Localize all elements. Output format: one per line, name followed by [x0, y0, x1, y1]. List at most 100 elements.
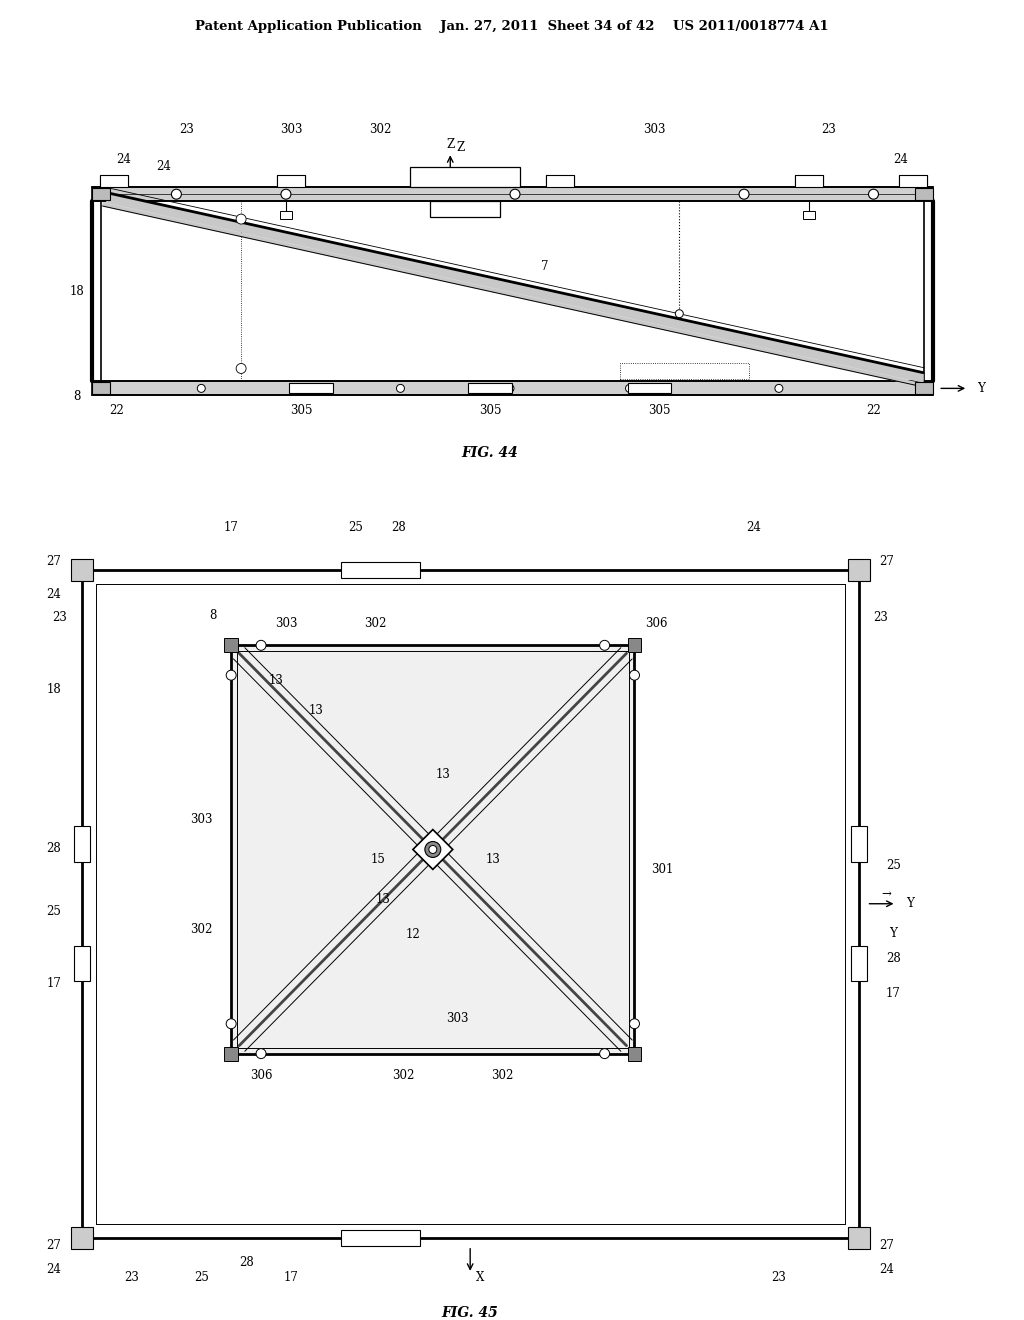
Bar [71, 558, 93, 581]
Text: Y: Y [890, 927, 897, 940]
Circle shape [626, 384, 634, 392]
Circle shape [198, 384, 205, 392]
Circle shape [406, 1233, 416, 1243]
Circle shape [78, 953, 86, 961]
Text: 22: 22 [110, 404, 124, 417]
Text: 23: 23 [52, 611, 68, 624]
Bar [795, 176, 822, 187]
Bar [276, 176, 305, 187]
Text: 302: 302 [492, 1069, 514, 1082]
Text: 303: 303 [446, 1012, 469, 1026]
Circle shape [429, 846, 437, 854]
Text: 28: 28 [391, 521, 406, 535]
Bar [231, 645, 635, 1053]
Text: Z: Z [456, 141, 464, 154]
Text: 303: 303 [274, 616, 297, 630]
Text: 24: 24 [157, 160, 171, 173]
Text: 17: 17 [284, 1271, 298, 1284]
Text: 23: 23 [873, 611, 888, 624]
Text: 28: 28 [239, 1257, 254, 1270]
Bar [848, 1226, 869, 1249]
Bar [848, 558, 869, 581]
Text: 303: 303 [190, 813, 213, 826]
Text: 305: 305 [648, 404, 671, 417]
Circle shape [630, 1019, 639, 1028]
Circle shape [171, 189, 181, 199]
Bar [851, 945, 866, 982]
Bar [341, 1230, 421, 1246]
Bar [899, 176, 928, 187]
Text: Y: Y [906, 898, 914, 911]
Text: 306: 306 [645, 616, 668, 630]
Circle shape [600, 1048, 609, 1059]
Text: 302: 302 [370, 123, 392, 136]
Circle shape [78, 833, 86, 841]
Bar [628, 1047, 641, 1060]
Bar [430, 201, 500, 216]
Circle shape [390, 565, 400, 574]
Text: 18: 18 [46, 682, 61, 696]
Text: 24: 24 [117, 153, 131, 166]
Circle shape [256, 1048, 266, 1059]
Text: 24: 24 [746, 521, 762, 535]
Circle shape [350, 1233, 360, 1243]
Circle shape [739, 189, 749, 199]
Bar [99, 176, 128, 187]
Circle shape [350, 565, 360, 574]
Bar [74, 945, 90, 982]
Text: 12: 12 [406, 928, 420, 941]
Bar [289, 383, 333, 393]
Text: FIG. 44: FIG. 44 [462, 446, 518, 461]
Circle shape [237, 214, 246, 224]
Text: 23: 23 [124, 1271, 139, 1284]
Text: 8: 8 [210, 609, 217, 622]
Text: 13: 13 [268, 673, 284, 686]
Circle shape [506, 384, 514, 392]
Text: →: → [882, 887, 891, 900]
Circle shape [855, 833, 862, 841]
Circle shape [396, 384, 404, 392]
Bar [628, 383, 672, 393]
Text: 305: 305 [479, 404, 502, 417]
Text: 13: 13 [485, 853, 500, 866]
Bar [851, 826, 866, 862]
Circle shape [366, 1233, 376, 1243]
Text: 28: 28 [46, 842, 61, 855]
Text: 25: 25 [194, 1271, 209, 1284]
Text: 28: 28 [886, 952, 901, 965]
Polygon shape [413, 829, 453, 870]
Text: 25: 25 [886, 859, 901, 873]
Text: Patent Application Publication    Jan. 27, 2011  Sheet 34 of 42    US 2011/00187: Patent Application Publication Jan. 27, … [196, 20, 828, 33]
Text: Y: Y [977, 381, 985, 395]
Circle shape [78, 966, 86, 974]
Text: 305: 305 [290, 404, 312, 417]
Text: 17: 17 [46, 977, 61, 990]
Text: 302: 302 [392, 1069, 414, 1082]
Text: 27: 27 [879, 556, 894, 568]
Bar [224, 1047, 239, 1060]
Bar [341, 562, 421, 578]
Text: 18: 18 [70, 285, 84, 298]
Bar [915, 383, 933, 395]
Circle shape [855, 847, 862, 855]
Text: 27: 27 [46, 556, 61, 568]
Circle shape [775, 384, 783, 392]
Bar [71, 1226, 93, 1249]
Text: 303: 303 [280, 123, 302, 136]
Circle shape [226, 671, 237, 680]
Circle shape [675, 310, 683, 318]
Circle shape [855, 953, 862, 961]
Text: 13: 13 [376, 892, 390, 906]
Bar [74, 826, 90, 862]
Bar [280, 211, 292, 219]
Circle shape [226, 1019, 237, 1028]
Bar [803, 211, 815, 219]
Circle shape [425, 842, 440, 858]
Circle shape [390, 1233, 400, 1243]
Text: 7: 7 [541, 260, 549, 273]
Text: 23: 23 [771, 1271, 786, 1284]
Text: 302: 302 [190, 923, 212, 936]
Bar [915, 189, 933, 201]
Circle shape [237, 363, 246, 374]
Circle shape [406, 565, 416, 574]
